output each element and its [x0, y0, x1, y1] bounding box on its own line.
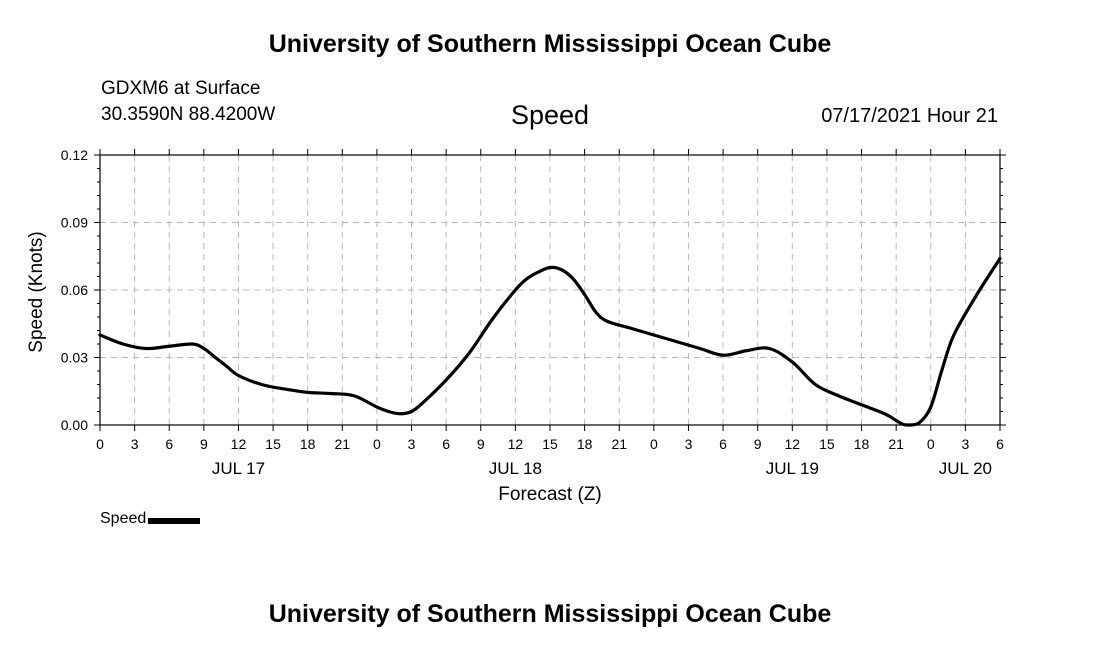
x-tick-label: 6 — [719, 436, 727, 452]
station-info: GDXM6 at Surface 30.3590N 88.4200W — [101, 76, 275, 128]
x-tick-label: 0 — [373, 436, 381, 452]
x-tick-label: 21 — [335, 436, 351, 452]
footer-title: University of Southern Mississippi Ocean… — [268, 600, 832, 628]
y-axis-label: Speed (Knots) — [26, 231, 47, 352]
x-tick-label: 9 — [754, 436, 762, 452]
speed-series-line — [98, 256, 1002, 427]
legend: Speed — [100, 510, 201, 528]
day-label: JUL 17 — [212, 459, 265, 478]
x-tick-label: 21 — [611, 436, 627, 452]
x-tick-label: 0 — [96, 436, 104, 452]
x-tick-label: 12 — [785, 436, 801, 452]
day-label: JUL 20 — [939, 459, 992, 478]
day-label: JUL 18 — [489, 459, 542, 478]
x-tick-label: 3 — [131, 436, 139, 452]
x-tick-label: 3 — [408, 436, 416, 452]
x-tick-label: 15 — [265, 436, 281, 452]
forecast-datetime: 07/17/2021 Hour 21 — [821, 105, 998, 127]
y-tick-label: 0.12 — [61, 147, 88, 163]
axis-ticks — [94, 149, 1006, 431]
y-axis-tick-labels: 0.00 0.03 0.06 0.09 0.12 — [61, 147, 88, 433]
x-axis-label: Forecast (Z) — [498, 484, 601, 505]
x-tick-label: 18 — [300, 436, 316, 452]
x-tick-label: 0 — [927, 436, 935, 452]
x-tick-label: 3 — [685, 436, 693, 452]
x-axis-tick-labels: 0 3 6 9 12 15 18 21 0 3 6 9 12 15 18 21 0 3 6 9 12 15 18 21 0 3 6 — [96, 436, 1004, 452]
day-label: JUL 19 — [766, 459, 819, 478]
x-tick-label: 9 — [200, 436, 208, 452]
y-tick-label: 0.00 — [61, 417, 88, 433]
x-tick-label: 6 — [996, 436, 1004, 452]
legend-line-swatch — [148, 518, 201, 524]
x-tick-label: 18 — [577, 436, 593, 452]
x-tick-label: 18 — [854, 436, 870, 452]
page-title: University of Southern Mississippi Ocean… — [268, 30, 832, 58]
x-tick-label: 6 — [165, 436, 173, 452]
station-name: GDXM6 at Surface — [101, 78, 261, 99]
day-labels: JUL 17 JUL 18 JUL 19 JUL 20 — [212, 459, 992, 478]
grid-lines — [100, 155, 1000, 425]
x-tick-label: 21 — [888, 436, 904, 452]
x-tick-label: 15 — [819, 436, 835, 452]
y-tick-label: 0.03 — [61, 350, 88, 366]
x-tick-label: 6 — [442, 436, 450, 452]
x-tick-label: 3 — [961, 436, 969, 452]
legend-label: Speed — [100, 510, 147, 527]
station-coordinates: 30.3590N 88.4200W — [101, 104, 276, 125]
y-tick-label: 0.06 — [61, 282, 88, 298]
x-tick-label: 12 — [508, 436, 524, 452]
chart-title: Speed — [510, 100, 590, 130]
y-tick-label: 0.09 — [61, 215, 88, 231]
x-tick-label: 0 — [650, 436, 658, 452]
x-tick-label: 12 — [231, 436, 247, 452]
x-tick-label: 15 — [542, 436, 558, 452]
x-tick-label: 9 — [477, 436, 485, 452]
